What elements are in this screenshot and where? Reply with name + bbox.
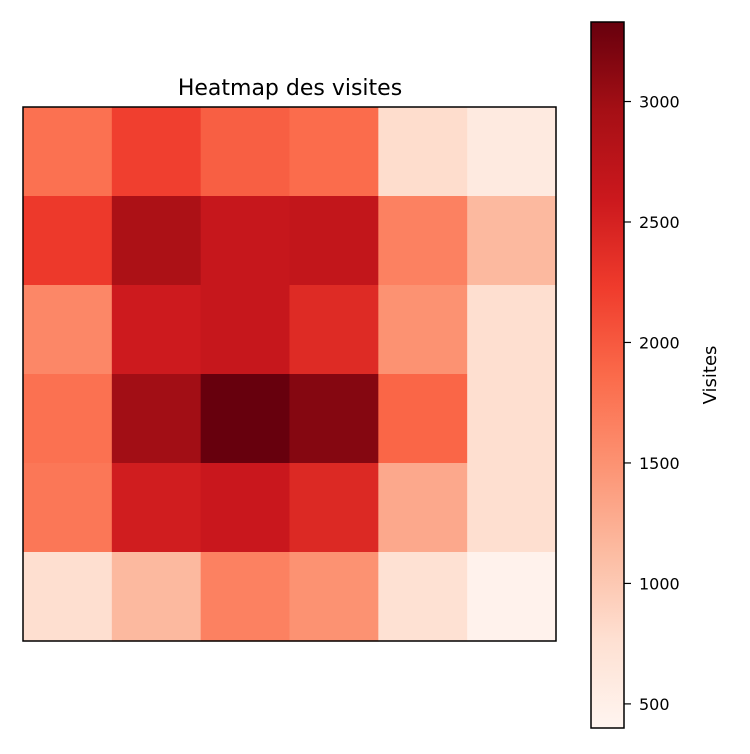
heatmap-cell: [289, 107, 379, 197]
heatmap-cell: [289, 552, 379, 642]
plot-frame: [22, 106, 557, 642]
colorbar-tick-label: 2000: [639, 333, 680, 352]
heatmap-cell: [289, 374, 379, 464]
colorbar-ticks: 500 1000 1500 2000 2500 3000: [624, 93, 680, 714]
heatmap-cell: [111, 463, 202, 553]
heatmap-cell: [467, 374, 557, 464]
heatmap-cell: [111, 196, 202, 286]
heatmap-cell: [467, 196, 557, 286]
heatmap-cell: [200, 552, 291, 642]
heatmap-cell: [111, 107, 202, 197]
heatmap-cell: [23, 374, 113, 464]
heatmap-cell: [289, 463, 379, 553]
chart-title: Heatmap des visites: [178, 76, 402, 101]
heatmap-cell: [111, 374, 202, 464]
heatmap-cell: [23, 196, 113, 286]
heatmap-cell: [200, 463, 291, 553]
heatmap-cell: [467, 107, 557, 197]
colorbar-frame: [590, 21, 625, 729]
colorbar-tick-label: 3000: [639, 93, 680, 112]
heatmap-cell: [378, 107, 468, 197]
heatmap-cell: [200, 196, 291, 286]
colorbar-label: Visites: [700, 346, 721, 405]
heatmap-cell: [378, 285, 468, 375]
colorbar-tick-label: 1500: [639, 454, 680, 473]
heatmap-cell: [23, 552, 113, 642]
colorbar-tick-label: 2500: [639, 213, 680, 232]
heatmap-cell: [23, 285, 113, 375]
heatmap-cell: [200, 107, 291, 197]
heatmap-cell: [467, 285, 557, 375]
heatmap-cell: [378, 463, 468, 553]
heatmap-cell: [289, 285, 379, 375]
heatmap-cell: [111, 552, 202, 642]
colorbar: [591, 22, 624, 728]
heatmap-cell: [111, 285, 202, 375]
heatmap-cell: [23, 107, 113, 197]
heatmap-cell: [200, 374, 291, 464]
heatmap-cell: [378, 374, 468, 464]
heatmap-cell: [378, 196, 468, 286]
heatmap-cell: [467, 552, 557, 642]
heatmap-cell: [467, 463, 557, 553]
heatmap-cell: [200, 285, 291, 375]
colorbar-tick-label: 1000: [639, 574, 680, 593]
heatmap-cells: [23, 107, 557, 642]
heatmap-cell: [378, 552, 468, 642]
heatmap-cell: [289, 196, 379, 286]
heatmap-cell: [23, 463, 113, 553]
colorbar-tick-label: 500: [639, 695, 670, 714]
